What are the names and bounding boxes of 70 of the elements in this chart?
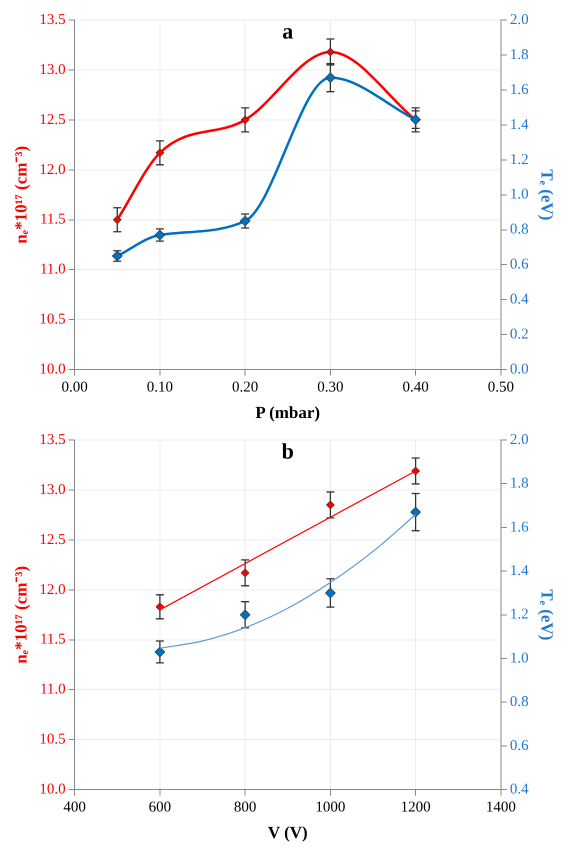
y-axis-title: nₑ*10¹⁷ (cm⁻³) xyxy=(12,146,31,244)
x-tick-label: 1200 xyxy=(400,800,431,816)
x-tick-label: 600 xyxy=(148,800,172,816)
y-tick-label: 10.0 xyxy=(39,362,66,378)
y-tick-label: 13.5 xyxy=(39,432,66,448)
x-tick-label: 0.30 xyxy=(317,380,344,396)
y2-axis-title: Tₑ (eV) xyxy=(537,169,556,220)
y2-tick-label: 2.0 xyxy=(510,432,529,448)
y2-tick-label: 0.8 xyxy=(510,694,529,710)
x-tick-label: 800 xyxy=(234,800,256,816)
y2-axis-title: Tₑ (eV) xyxy=(537,589,556,640)
y-tick-label: 13.0 xyxy=(39,482,66,498)
y2-tick-label: 0.2 xyxy=(510,326,529,343)
point xyxy=(326,48,335,56)
y-tick-label: 10.0 xyxy=(39,782,66,798)
point xyxy=(112,215,122,224)
point xyxy=(156,602,164,612)
x-tick-label: 0.50 xyxy=(488,380,514,396)
x-axis-title: V (V) xyxy=(268,823,308,842)
y2-tick-label: 1.2 xyxy=(510,152,529,168)
y-tick-label: 12.5 xyxy=(39,532,66,548)
y2-tick-label: 1.6 xyxy=(510,82,530,98)
x-tick-label: 0.10 xyxy=(146,380,174,396)
point xyxy=(410,506,421,518)
point xyxy=(411,466,420,476)
y-tick-label: 10.5 xyxy=(39,312,66,328)
y-tick-label: 11.0 xyxy=(40,682,66,698)
y2-tick-label: 0.6 xyxy=(510,738,530,754)
y-tick-label: 12.0 xyxy=(39,162,66,178)
y-tick-label: 12.0 xyxy=(39,582,66,598)
y2-tick-label: 1.0 xyxy=(510,186,529,203)
point xyxy=(154,646,166,658)
y2-tick-label: 1.8 xyxy=(510,46,529,63)
y-tick-label: 12.5 xyxy=(39,112,66,128)
y2-tick-label: 1.2 xyxy=(510,606,529,623)
x-axis-title: P (mbar) xyxy=(255,403,320,422)
point xyxy=(156,148,164,158)
y2-tick-label: 0.0 xyxy=(510,362,529,378)
x-tick-label: 1000 xyxy=(315,800,346,816)
point xyxy=(240,568,250,578)
point xyxy=(326,500,335,510)
chart-title: a xyxy=(282,18,294,44)
y2-tick-label: 2.0 xyxy=(510,12,529,28)
y2-tick-label: 0.4 xyxy=(510,782,530,798)
y2-tick-label: 1.4 xyxy=(510,563,530,580)
y2-tick-label: 1.8 xyxy=(510,476,529,492)
point xyxy=(240,216,250,226)
y2-tick-label: 0.6 xyxy=(510,256,530,273)
point xyxy=(240,116,250,124)
y-tick-label: 13.5 xyxy=(39,12,66,28)
y-tick-label: 11.5 xyxy=(40,212,66,228)
chart-title: b xyxy=(282,438,294,464)
x-tick-label: 0.00 xyxy=(62,380,88,396)
y2-tick-label: 0.4 xyxy=(510,292,530,308)
y-tick-label: 13.0 xyxy=(39,62,66,78)
y2-tick-label: 1.0 xyxy=(510,650,529,666)
x-tick-label: 1400 xyxy=(486,800,516,816)
point xyxy=(325,72,336,83)
x-tick-label: 0.20 xyxy=(232,380,258,396)
y2-tick-label: 0.8 xyxy=(510,222,529,238)
y-tick-label: 10.5 xyxy=(39,732,66,748)
y-tick-label: 11.0 xyxy=(40,262,66,278)
point xyxy=(240,610,250,620)
point xyxy=(325,588,336,598)
y-axis-title: nₑ*10¹⁷ (cm⁻³) xyxy=(12,566,31,664)
x-tick-label: 400 xyxy=(63,800,86,816)
x-tick-label: 0.40 xyxy=(402,380,429,396)
y2-tick-label: 1.6 xyxy=(510,519,530,536)
y2-tick-label: 1.4 xyxy=(510,116,530,133)
y-tick-label: 11.5 xyxy=(40,632,66,648)
